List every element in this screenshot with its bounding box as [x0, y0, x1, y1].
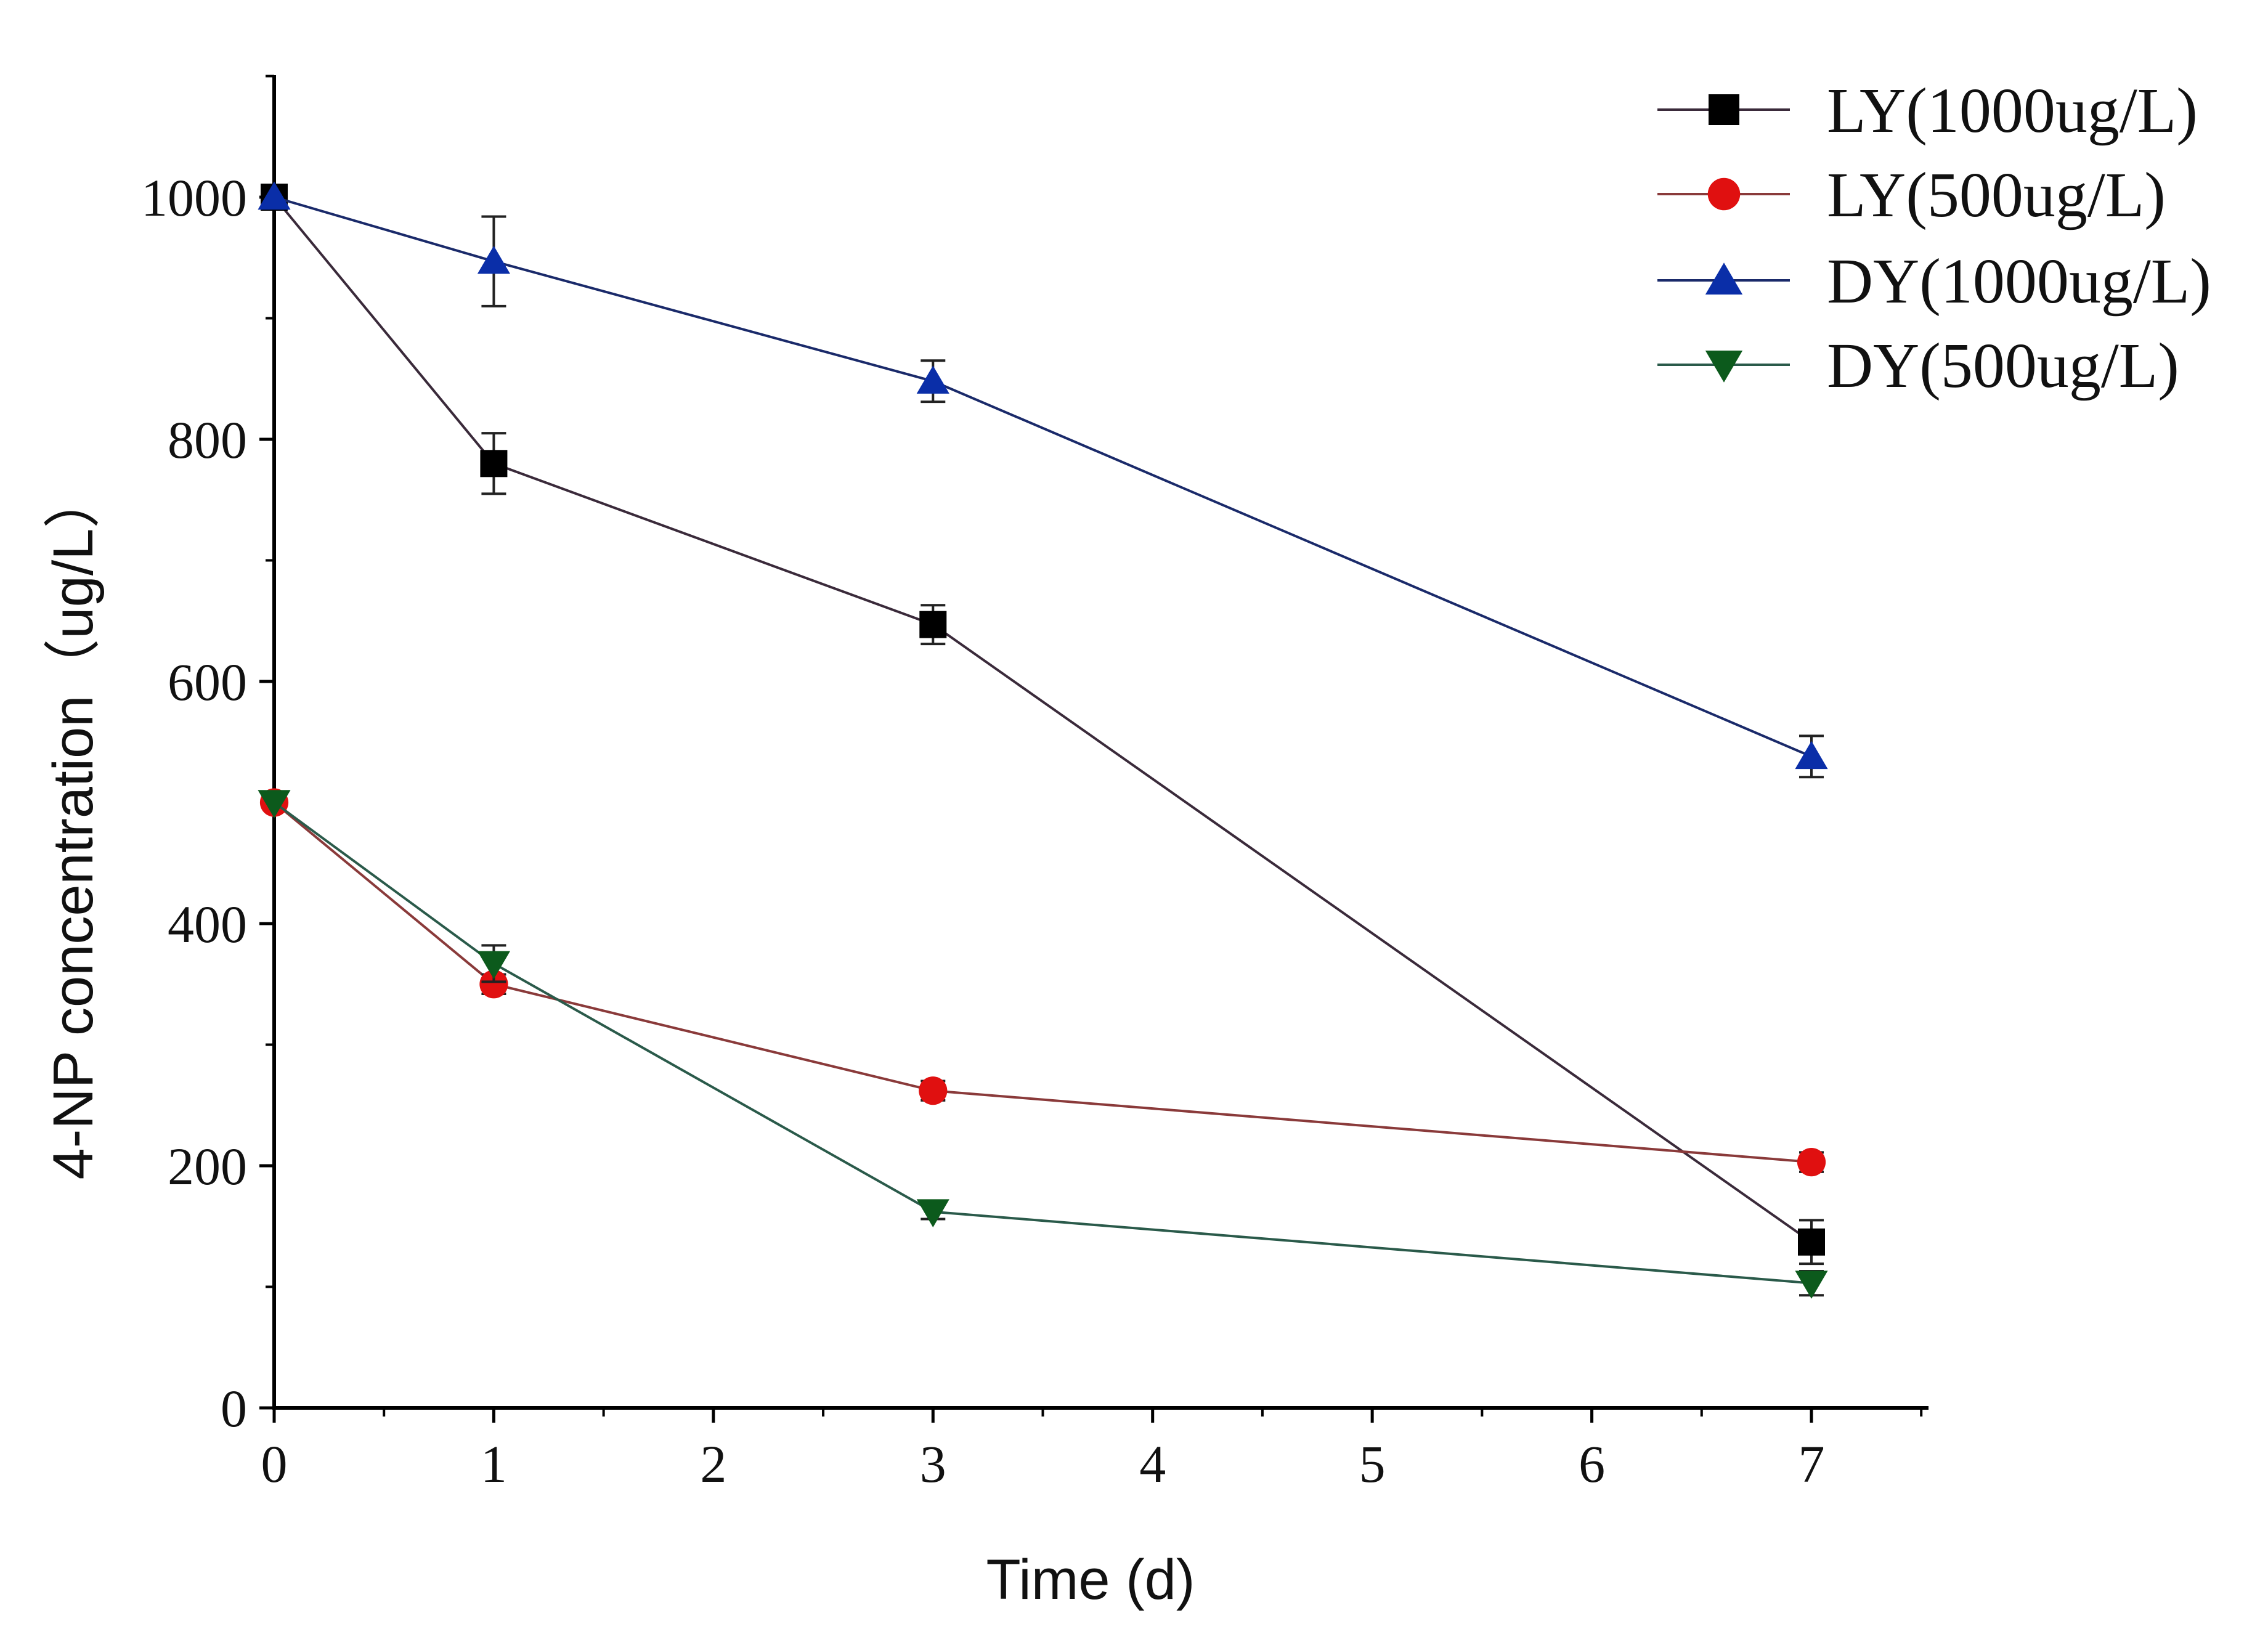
x-tick-label: 2 [700, 1434, 726, 1494]
data-point [919, 611, 947, 638]
series-group [258, 181, 1828, 1299]
y-axis-title: 4-NP concentration（ug/L） [42, 472, 105, 1180]
data-point [916, 365, 949, 394]
series-1 [259, 788, 1826, 1177]
data-point [1797, 1148, 1826, 1177]
axes: 0 200 400 600 800 1000 0 1 2 3 4 5 6 7 [141, 75, 1929, 1494]
data-point [477, 245, 510, 274]
legend-marker [1705, 351, 1743, 383]
legend-label: DY(1000ug/L) [1827, 246, 2211, 317]
data-point [1795, 741, 1828, 770]
data-point [916, 1199, 949, 1227]
y-tick-label: 400 [168, 895, 247, 954]
series-2 [258, 181, 1828, 779]
y-tick-label: 600 [168, 652, 247, 712]
data-point [258, 790, 291, 818]
series-0 [261, 184, 1825, 1266]
x-tick-label: 4 [1139, 1434, 1166, 1494]
x-axis-title: Time (d) [986, 1548, 1195, 1611]
data-point [477, 951, 510, 980]
data-point [1795, 1270, 1828, 1299]
x-tick-label: 0 [261, 1434, 288, 1494]
x-tick-label: 3 [920, 1434, 946, 1494]
legend-label: DY(500ug/L) [1827, 330, 2179, 401]
legend-marker [1705, 262, 1743, 295]
series-line [274, 196, 1812, 758]
data-point [258, 181, 291, 210]
legend-marker [1709, 94, 1739, 125]
legend-item: LY(1000ug/L) [1657, 75, 2198, 146]
data-point [479, 970, 508, 999]
x-tick-label: 1 [481, 1434, 507, 1494]
data-point [919, 1076, 948, 1105]
y-tick-label: 200 [168, 1137, 247, 1196]
y-tick-label: 1000 [141, 168, 247, 227]
data-point [1798, 1228, 1825, 1256]
y-tick-label: 800 [168, 410, 247, 470]
legend-item: LY(500ug/L) [1657, 160, 2166, 230]
legend-item: DY(1000ug/L) [1657, 246, 2211, 317]
y-tick-label: 0 [221, 1379, 247, 1438]
x-tick-label: 6 [1579, 1434, 1605, 1494]
legend-label: LY(1000ug/L) [1827, 75, 2198, 146]
series-3 [258, 790, 1828, 1299]
legend-marker [1707, 177, 1741, 211]
legend-item: DY(500ug/L) [1657, 330, 2179, 401]
series-line [273, 196, 1813, 1243]
legend-label: LY(500ug/L) [1827, 160, 2166, 230]
legend: LY(1000ug/L) LY(500ug/L) DY(1000ug/L) DY(50… [1657, 75, 2211, 401]
x-tick-label: 7 [1799, 1434, 1825, 1494]
series-line [273, 801, 1812, 1164]
series-line [273, 801, 1812, 1285]
x-tick-label: 5 [1359, 1434, 1386, 1494]
data-point [480, 450, 508, 478]
